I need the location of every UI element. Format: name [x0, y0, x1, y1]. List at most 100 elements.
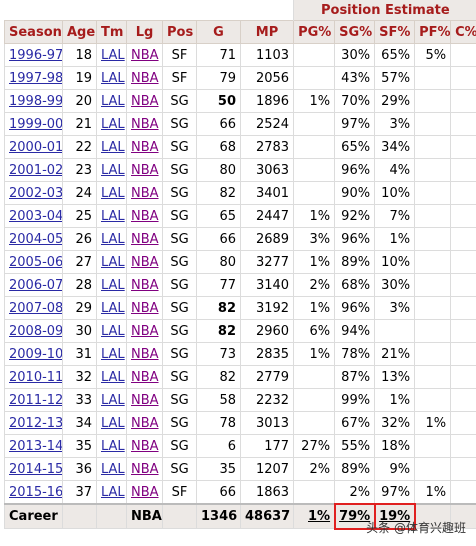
cell-team[interactable]: LAL — [96, 250, 127, 274]
cell-season[interactable]: 2007-08 — [4, 296, 63, 320]
cell-team[interactable]: LAL — [96, 89, 127, 113]
team-link[interactable]: LAL — [101, 139, 125, 155]
team-link[interactable]: LAL — [101, 277, 125, 293]
cell-league[interactable]: NBA — [126, 135, 163, 159]
league-link[interactable]: NBA — [131, 231, 159, 247]
team-link[interactable]: LAL — [101, 208, 125, 224]
team-link[interactable]: LAL — [101, 162, 125, 178]
cell-league[interactable]: NBA — [126, 296, 163, 320]
cell-season[interactable]: 2009-10 — [4, 342, 63, 366]
cell-season[interactable]: 2011-12 — [4, 388, 63, 412]
cell-league[interactable]: NBA — [126, 411, 163, 435]
cell-team[interactable]: LAL — [96, 135, 127, 159]
cell-team[interactable]: LAL — [96, 388, 127, 412]
league-link[interactable]: NBA — [131, 70, 159, 86]
col-header-position[interactable]: Pos — [162, 20, 197, 44]
season-link[interactable]: 2002-03 — [9, 185, 63, 201]
cell-team[interactable]: LAL — [96, 204, 127, 228]
cell-season[interactable]: 2001-02 — [4, 158, 63, 182]
cell-season[interactable]: 2002-03 — [4, 181, 63, 205]
team-link[interactable]: LAL — [101, 461, 125, 477]
season-link[interactable]: 2006-07 — [9, 277, 63, 293]
cell-season[interactable]: 1996-97 — [4, 43, 63, 67]
league-link[interactable]: NBA — [131, 438, 159, 454]
cell-league[interactable]: NBA — [126, 43, 163, 67]
season-link[interactable]: 2005-06 — [9, 254, 63, 270]
season-link[interactable]: 2007-08 — [9, 300, 63, 316]
league-link[interactable]: NBA — [131, 47, 159, 63]
season-link[interactable]: 2009-10 — [9, 346, 63, 362]
league-link[interactable]: NBA — [131, 185, 159, 201]
league-link[interactable]: NBA — [131, 484, 159, 500]
league-link[interactable]: NBA — [131, 93, 159, 109]
cell-league[interactable]: NBA — [126, 250, 163, 274]
col-header-sg-pct[interactable]: SG% — [334, 20, 376, 44]
season-link[interactable]: 2011-12 — [9, 392, 63, 408]
col-header-age[interactable]: Age — [62, 20, 97, 44]
cell-team[interactable]: LAL — [96, 457, 127, 481]
col-header-team[interactable]: Tm — [96, 20, 127, 44]
team-link[interactable]: LAL — [101, 300, 125, 316]
league-link[interactable]: NBA — [131, 392, 159, 408]
cell-season[interactable]: 1998-99 — [4, 89, 63, 113]
cell-league[interactable]: NBA — [126, 457, 163, 481]
season-link[interactable]: 1997-98 — [9, 70, 63, 86]
cell-league[interactable]: NBA — [126, 342, 163, 366]
cell-season[interactable]: 2003-04 — [4, 204, 63, 228]
col-header-pg-pct[interactable]: PG% — [293, 20, 336, 44]
season-link[interactable]: 2012-13 — [9, 415, 63, 431]
col-header-c-pct[interactable]: C% — [450, 20, 476, 44]
team-link[interactable]: LAL — [101, 323, 125, 339]
col-header-minutes[interactable]: MP — [239, 20, 295, 44]
team-link[interactable]: LAL — [101, 346, 125, 362]
col-header-pf-pct[interactable]: PF% — [414, 20, 452, 44]
team-link[interactable]: LAL — [101, 47, 125, 63]
col-header-season[interactable]: Season — [4, 20, 63, 44]
col-header-games[interactable]: G — [196, 20, 241, 44]
cell-team[interactable]: LAL — [96, 365, 127, 389]
cell-team[interactable]: LAL — [96, 342, 127, 366]
cell-season[interactable]: 1997-98 — [4, 66, 63, 90]
season-link[interactable]: 2004-05 — [9, 231, 63, 247]
season-link[interactable]: 1999-00 — [9, 116, 63, 132]
cell-league[interactable]: NBA — [126, 434, 163, 458]
cell-team[interactable]: LAL — [96, 480, 127, 505]
col-header-sf-pct[interactable]: SF% — [374, 20, 416, 44]
cell-team[interactable]: LAL — [96, 434, 127, 458]
team-link[interactable]: LAL — [101, 116, 125, 132]
cell-team[interactable]: LAL — [96, 319, 127, 343]
cell-league[interactable]: NBA — [126, 204, 163, 228]
cell-team[interactable]: LAL — [96, 181, 127, 205]
cell-league[interactable]: NBA — [126, 181, 163, 205]
season-link[interactable]: 2008-09 — [9, 323, 63, 339]
cell-season[interactable]: 2008-09 — [4, 319, 63, 343]
league-link[interactable]: NBA — [131, 346, 159, 362]
season-link[interactable]: 2013-14 — [9, 438, 63, 454]
cell-league[interactable]: NBA — [126, 227, 163, 251]
cell-team[interactable]: LAL — [96, 227, 127, 251]
league-link[interactable]: NBA — [131, 208, 159, 224]
cell-league[interactable]: NBA — [126, 480, 163, 505]
cell-team[interactable]: LAL — [96, 158, 127, 182]
league-link[interactable]: NBA — [131, 277, 159, 293]
cell-season[interactable]: 2014-15 — [4, 457, 63, 481]
season-link[interactable]: 2014-15 — [9, 461, 63, 477]
league-link[interactable]: NBA — [131, 162, 159, 178]
cell-league[interactable]: NBA — [126, 273, 163, 297]
league-link[interactable]: NBA — [131, 461, 159, 477]
team-link[interactable]: LAL — [101, 185, 125, 201]
cell-league[interactable]: NBA — [126, 89, 163, 113]
cell-team[interactable]: LAL — [96, 112, 127, 136]
col-header-league[interactable]: Lg — [126, 20, 163, 44]
cell-league[interactable]: NBA — [126, 66, 163, 90]
cell-league[interactable]: NBA — [126, 158, 163, 182]
season-link[interactable]: 1996-97 — [9, 47, 63, 63]
team-link[interactable]: LAL — [101, 254, 125, 270]
cell-team[interactable]: LAL — [96, 66, 127, 90]
cell-season[interactable]: 2010-11 — [4, 365, 63, 389]
league-link[interactable]: NBA — [131, 369, 159, 385]
league-link[interactable]: NBA — [131, 323, 159, 339]
season-link[interactable]: 2015-16 — [9, 484, 63, 500]
league-link[interactable]: NBA — [131, 139, 159, 155]
league-link[interactable]: NBA — [131, 300, 159, 316]
